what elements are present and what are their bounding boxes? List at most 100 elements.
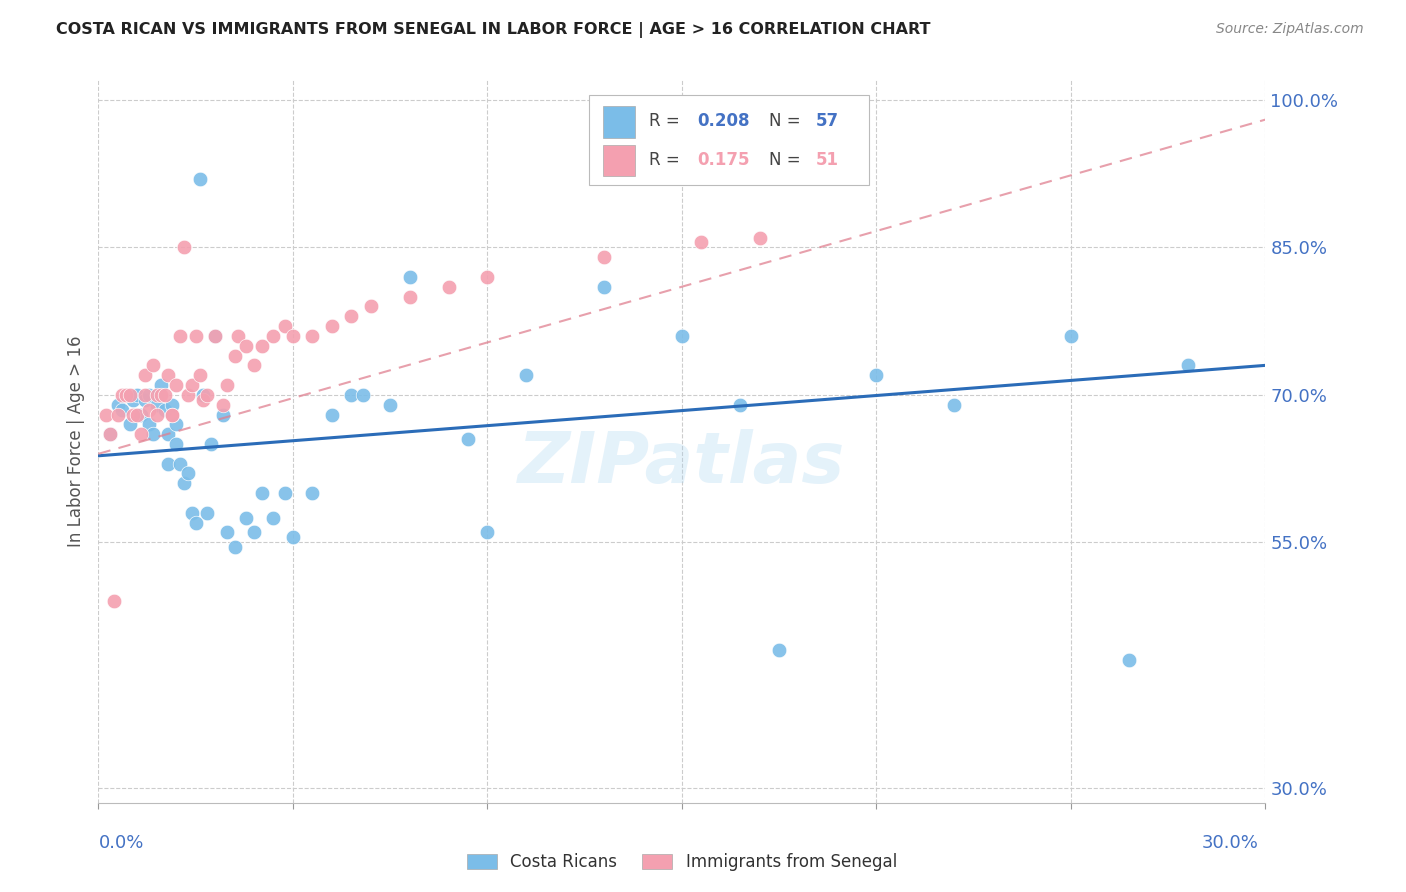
Point — [153, 402, 176, 417]
Point — [177, 388, 200, 402]
Point — [235, 510, 257, 524]
Point — [215, 378, 238, 392]
Point — [149, 378, 172, 392]
Point — [146, 408, 169, 422]
Point — [224, 349, 246, 363]
Point — [301, 329, 323, 343]
Text: 51: 51 — [815, 151, 839, 169]
Text: 0.208: 0.208 — [697, 112, 749, 130]
Point — [195, 506, 218, 520]
Point — [671, 329, 693, 343]
Point — [146, 388, 169, 402]
Point — [134, 388, 156, 402]
Point — [204, 329, 226, 343]
Legend: Costa Ricans, Immigrants from Senegal: Costa Ricans, Immigrants from Senegal — [460, 847, 904, 878]
Point — [153, 388, 176, 402]
Point — [114, 388, 136, 402]
Point — [157, 368, 180, 383]
Text: N =: N = — [769, 151, 801, 169]
Point — [142, 427, 165, 442]
Point — [103, 594, 125, 608]
Point — [380, 398, 402, 412]
Point — [593, 279, 616, 293]
FancyBboxPatch shape — [589, 95, 869, 185]
Point — [228, 329, 250, 343]
Point — [107, 398, 129, 412]
Text: 30.0%: 30.0% — [1202, 834, 1258, 852]
Point — [169, 329, 191, 343]
Point — [184, 516, 207, 530]
Point — [224, 540, 246, 554]
Point — [188, 368, 211, 383]
Point — [138, 417, 160, 432]
Point — [1118, 653, 1140, 667]
Point — [274, 486, 297, 500]
Point — [865, 368, 887, 383]
Point — [127, 388, 149, 402]
Text: ZIPatlas: ZIPatlas — [519, 429, 845, 498]
Point — [748, 230, 770, 244]
Point — [593, 250, 616, 264]
Point — [204, 329, 226, 343]
Text: 0.175: 0.175 — [697, 151, 749, 169]
Point — [122, 408, 145, 422]
Point — [122, 392, 145, 407]
Point — [281, 530, 304, 544]
Point — [138, 388, 160, 402]
Point — [188, 171, 211, 186]
Point — [768, 643, 790, 657]
Point — [98, 427, 121, 442]
Point — [162, 408, 184, 422]
Text: N =: N = — [769, 112, 801, 130]
Point — [398, 289, 420, 303]
Point — [262, 329, 284, 343]
Point — [301, 486, 323, 500]
Point — [1060, 329, 1083, 343]
Point — [250, 339, 273, 353]
Point — [177, 467, 200, 481]
Point — [243, 359, 266, 373]
Point — [250, 486, 273, 500]
Point — [360, 299, 382, 313]
Point — [281, 329, 304, 343]
Point — [1177, 359, 1199, 373]
Point — [96, 408, 118, 422]
Point — [321, 319, 343, 334]
Point — [129, 427, 152, 442]
Text: COSTA RICAN VS IMMIGRANTS FROM SENEGAL IN LABOR FORCE | AGE > 16 CORRELATION CHA: COSTA RICAN VS IMMIGRANTS FROM SENEGAL I… — [56, 22, 931, 38]
Point — [457, 432, 479, 446]
Point — [129, 408, 152, 422]
Text: 0.0%: 0.0% — [98, 834, 143, 852]
Point — [142, 359, 165, 373]
Point — [111, 402, 134, 417]
Point — [195, 388, 218, 402]
Point — [690, 235, 713, 250]
Point — [134, 392, 156, 407]
Point — [515, 368, 537, 383]
Point — [477, 525, 499, 540]
Point — [262, 510, 284, 524]
Point — [157, 427, 180, 442]
Point — [146, 398, 169, 412]
Point — [118, 417, 141, 432]
FancyBboxPatch shape — [603, 106, 636, 138]
Point — [243, 525, 266, 540]
Point — [212, 408, 235, 422]
Text: R =: R = — [650, 112, 681, 130]
Point — [184, 329, 207, 343]
FancyBboxPatch shape — [603, 145, 636, 177]
Point — [321, 408, 343, 422]
Point — [111, 388, 134, 402]
Text: R =: R = — [650, 151, 681, 169]
Point — [398, 269, 420, 284]
Point — [162, 398, 184, 412]
Point — [134, 368, 156, 383]
Point — [215, 525, 238, 540]
Point — [162, 408, 184, 422]
Y-axis label: In Labor Force | Age > 16: In Labor Force | Age > 16 — [66, 335, 84, 548]
Point — [193, 388, 215, 402]
Point — [98, 427, 121, 442]
Text: Source: ZipAtlas.com: Source: ZipAtlas.com — [1216, 22, 1364, 37]
Point — [165, 417, 187, 432]
Point — [212, 398, 235, 412]
